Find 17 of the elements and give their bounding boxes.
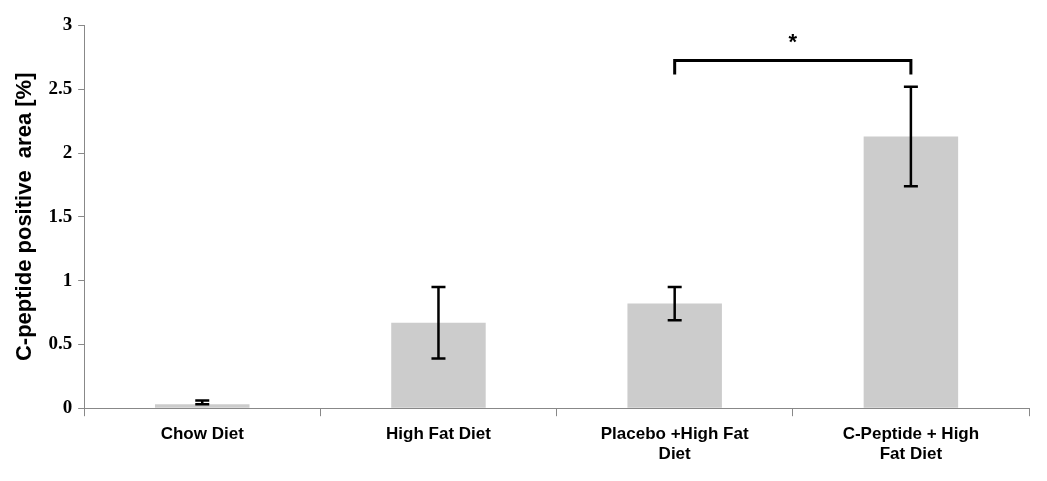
bar (627, 303, 722, 408)
y-tick-label: 1.5 (48, 204, 73, 226)
x-tick-label: Chow Diet (160, 424, 245, 444)
bar (155, 404, 250, 408)
bar (391, 322, 486, 408)
y-tick-label: 0 (62, 396, 73, 418)
y-axis-title: C-peptide positive area [%] (11, 72, 37, 362)
y-tick-label: 2.5 (48, 77, 73, 99)
y-tick-label: 1 (62, 268, 73, 290)
x-tick-label: High Fat Diet (386, 424, 492, 444)
y-tick-label: 0.5 (48, 332, 73, 354)
x-tick-label: C-Peptide + High Fat Diet (842, 424, 980, 464)
annotation: * (788, 29, 798, 55)
x-tick-label: Placebo +High Fat Diet (600, 424, 749, 464)
bar (863, 136, 959, 408)
y-tick-label: 2 (62, 140, 73, 162)
y-tick-label: 3 (62, 13, 73, 35)
